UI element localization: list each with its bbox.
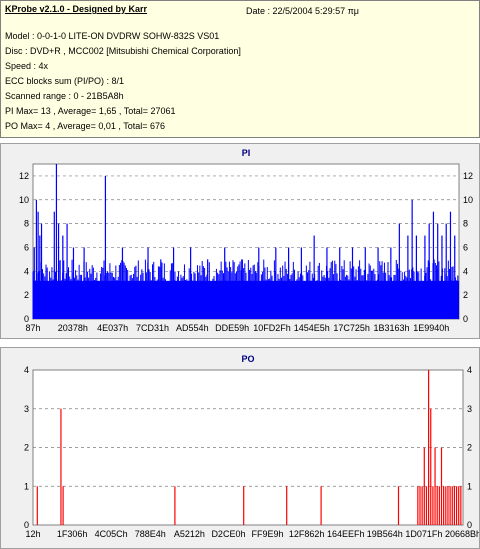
pi-ytick-left: 12 <box>19 171 29 181</box>
po-xtick-label: 12h <box>25 529 40 539</box>
po-xtick-label: A5212h <box>174 529 205 539</box>
po-xtick-label: 12F862h <box>289 529 325 539</box>
pi-chart-title: PI <box>242 148 251 158</box>
info-po-summary: PO Max= 4 , Average= 0,01 , Total= 676 <box>5 121 166 131</box>
po-plot-area <box>32 369 464 526</box>
pi-xtick-label: 17C725h <box>333 323 370 333</box>
pi-ytick-right: 8 <box>463 219 468 229</box>
pi-chart-panel: PI 0 0 2 2 4 4 6 6 8 8 10 10 12 12 87h 20378h 4E037h 7CD31… <box>0 143 480 339</box>
po-chart-title: PO <box>241 354 254 364</box>
po-chart: PO 0 0 1 1 2 2 3 3 4 4 12h 1F306h 4C05Ch 788E4h A5212h D… <box>24 354 479 539</box>
pi-xtick-label: 87h <box>25 323 40 333</box>
info-ecc: ECC blocks sum (PI/PO) : 8/1 <box>5 76 125 86</box>
pi-ytick-left: 10 <box>19 195 29 205</box>
pi-ytick-right: 6 <box>463 242 468 252</box>
pi-xtick-label: 20378h <box>58 323 88 333</box>
scan-date: Date : 22/5/2004 5:29:57 πμ <box>246 6 359 16</box>
info-panel: KProbe v2.1.0 - Designed by Karr Date : … <box>0 0 480 138</box>
po-ytick-right: 3 <box>467 404 472 414</box>
pi-ytick-right: 0 <box>463 314 468 324</box>
pi-bar-fill <box>33 280 459 319</box>
po-chart-panel: PO 0 0 1 1 2 2 3 3 4 4 12h 1F306h 4C05Ch 788E4h A5212h D… <box>0 347 480 549</box>
po-xtick-label: 164EEFh <box>327 529 365 539</box>
info-range: Scanned range : 0 - 21B5A8h <box>5 91 124 101</box>
po-ytick-right: 4 <box>467 365 472 375</box>
po-xtick-label: 1D071Fh <box>405 529 442 539</box>
info-disc: Disc : DVD+R , MCC002 [Mitsubishi Chemic… <box>5 46 241 56</box>
po-xtick-label: 1F306h <box>57 529 88 539</box>
po-ytick-right: 2 <box>467 443 472 453</box>
pi-xtick-label: AD554h <box>176 323 209 333</box>
po-xtick-label: 4C05Ch <box>95 529 128 539</box>
pi-xtick-label: 4E037h <box>97 323 128 333</box>
pi-xtick-label: 1454E5h <box>294 323 330 333</box>
info-pi-summary: PI Max= 13 , Average= 1,65 , Total= 2706… <box>5 106 176 116</box>
pi-xtick-label: 1B3163h <box>373 323 409 333</box>
pi-ytick-right: 10 <box>463 195 473 205</box>
po-ytick-left: 4 <box>24 365 29 375</box>
pi-chart: PI 0 0 2 2 4 4 6 6 8 8 10 10 12 12 87h 20378h 4E037h 7CD31… <box>19 148 473 333</box>
po-xtick-label: D2CE0h <box>211 529 245 539</box>
po-xtick-label: FF9E9h <box>252 529 284 539</box>
po-ytick-left: 0 <box>24 520 29 530</box>
po-xtick-label: 19B564h <box>367 529 403 539</box>
pi-ytick-right: 2 <box>463 290 468 300</box>
pi-xtick-label: DDE59h <box>215 323 249 333</box>
po-ytick-right: 1 <box>467 481 472 491</box>
pi-xtick-label: 1E9940h <box>413 323 449 333</box>
po-ytick-left: 3 <box>24 404 29 414</box>
po-ytick-left: 2 <box>24 443 29 453</box>
pi-ytick-right: 12 <box>463 171 473 181</box>
po-ytick-right: 0 <box>467 520 472 530</box>
pi-ytick-left: 2 <box>24 290 29 300</box>
pi-ytick-left: 8 <box>24 219 29 229</box>
pi-xtick-label: 10FD2Fh <box>253 323 291 333</box>
app-title: KProbe v2.1.0 - Designed by Karr <box>5 4 148 14</box>
po-ytick-left: 1 <box>24 481 29 491</box>
po-xtick-label: 788E4h <box>135 529 166 539</box>
info-model: Model : 0-0-1-0 LITE-ON DVDRW SOHW-832S … <box>5 31 220 41</box>
pi-ytick-right: 4 <box>463 266 468 276</box>
pi-xtick-label: 7CD31h <box>136 323 169 333</box>
pi-ytick-left: 6 <box>24 242 29 252</box>
pi-ytick-left: 0 <box>24 314 29 324</box>
info-speed: Speed : 4x <box>5 61 49 71</box>
pi-ytick-left: 4 <box>24 266 29 276</box>
po-xtick-label: 20668Bh <box>445 529 479 539</box>
